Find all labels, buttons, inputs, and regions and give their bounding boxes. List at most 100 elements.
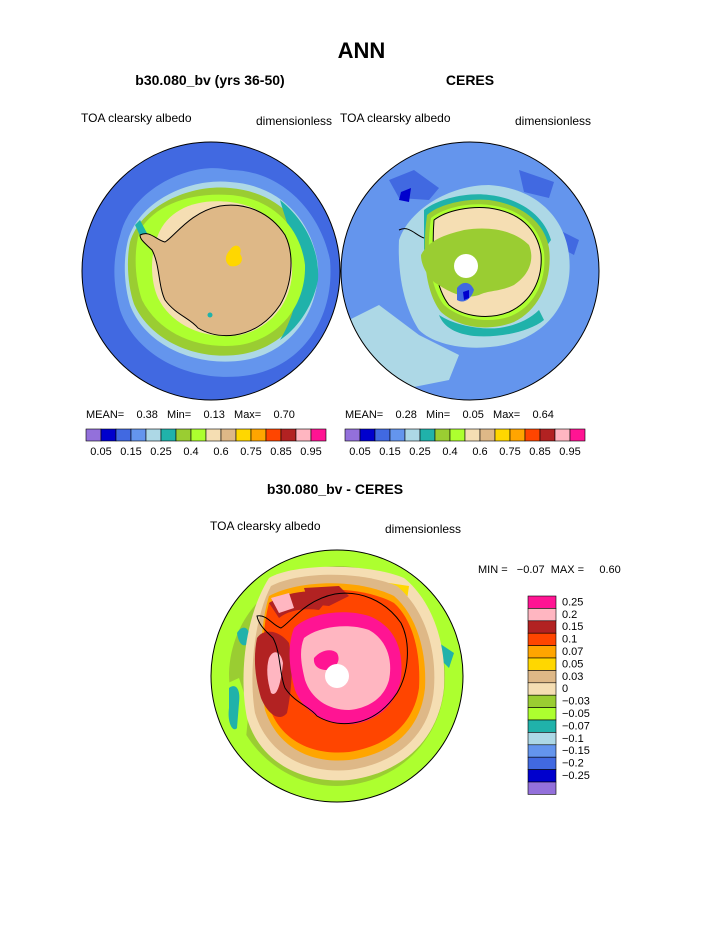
panel3-colorbar-swatch	[527, 719, 557, 733]
panel3-colorbar-swatch	[527, 732, 557, 746]
panel1-colorbar: 0.05 0.15 0.25 0.4 0.6 0.75 0.85 0.95	[85, 428, 327, 458]
panel3-colorbar-swatch	[527, 781, 557, 795]
panel2-colorbar-swatch	[464, 428, 481, 442]
panel2-colorbar-swatch	[374, 428, 391, 442]
panel2-mean-value: 0.28	[395, 409, 417, 421]
panel1-colorbar-swatch	[115, 428, 132, 442]
panel2-colorbar-tick-label: 0.6	[472, 446, 487, 458]
panel1-colorbar-swatch	[100, 428, 117, 442]
panel3-colorbar-swatch	[527, 682, 557, 696]
panel2-colorbar-tick-label: 0.75	[499, 446, 520, 458]
panel3-colorbar-swatch	[527, 756, 557, 770]
panel1-colorbar-swatch	[235, 428, 252, 442]
panel1-colorbar-swatch	[280, 428, 297, 442]
panel2-colorbar-swatch	[569, 428, 586, 442]
panel1-colorbar-swatch	[205, 428, 222, 442]
panel3-colorbar-tick-label: −0.1	[562, 733, 584, 745]
panel2-colorbar-tick-label: 0.15	[379, 446, 400, 458]
panel2-colorbar-swatch	[524, 428, 541, 442]
panel2-colorbar-swatch	[434, 428, 451, 442]
panel1-mean-value: 0.38	[136, 409, 158, 421]
panel3-colorbar-tick-label: 0.07	[562, 646, 583, 658]
panel1-colorbar-swatch	[295, 428, 312, 442]
panel2-colorbar-swatch	[359, 428, 376, 442]
panel1-colorbar-tick-label: 0.75	[240, 446, 261, 458]
main-title: ANN	[337, 38, 386, 63]
panel1-stats: MEAN= 0.38 Min= 0.13 Max= 0.70	[86, 409, 295, 421]
panel3-colorbar-tick-label: −0.03	[562, 696, 590, 708]
panel3-colorbar-swatch	[527, 744, 557, 758]
panel2-colorbar-swatch	[539, 428, 556, 442]
panel1-max-value: 0.70	[273, 409, 295, 421]
panel3-colorbar-tick-label: −0.25	[562, 770, 590, 782]
panel1-map	[81, 141, 341, 401]
panel3-colorbar-tick-label: 0.05	[562, 658, 583, 670]
panel3-colorbar-swatch	[527, 670, 557, 684]
panel1-colorbar-swatch	[160, 428, 177, 442]
panel1-colorbar-tick-label: 0.25	[150, 446, 171, 458]
panel1-colorbar-swatch	[85, 428, 102, 442]
panel2-min-value: 0.05	[462, 409, 484, 421]
panel2-variable-label: TOA clearsky albedo	[340, 111, 451, 125]
panel3-colorbar-tick-label: 0.15	[562, 621, 583, 633]
panel2-colorbar-swatch	[344, 428, 361, 442]
panel1-colorbar-swatch	[220, 428, 237, 442]
panel2-colorbar-tick-label: 0.85	[529, 446, 550, 458]
panel2-colorbar: 0.05 0.15 0.25 0.4 0.6 0.75 0.85 0.95	[344, 428, 586, 458]
panel1-units-label: dimensionless	[256, 114, 333, 128]
panel1-colorbar-tick-label: 0.85	[270, 446, 291, 458]
panel3-colorbar-swatch	[527, 769, 557, 783]
panel2-map	[340, 141, 600, 401]
panel2-colorbar-swatch	[449, 428, 466, 442]
panel2-colorbar-swatch	[404, 428, 421, 442]
panel3-colorbar-swatch	[527, 608, 557, 622]
panel1-variable-label: TOA clearsky albedo	[81, 111, 192, 125]
panel2-colorbar-tick-label: 0.95	[559, 446, 580, 458]
panel1-colorbar-swatch	[250, 428, 267, 442]
panel2-title: CERES	[445, 72, 495, 88]
panel3-colorbar-tick-label: 0.25	[562, 596, 583, 608]
panel1-colorbar-swatch	[145, 428, 162, 442]
panel1-colorbar-tick-label: 0.4	[183, 446, 198, 458]
panel1-colorbar-tick-label: 0.05	[90, 446, 111, 458]
panel2-stats: MEAN= 0.28 Min= 0.05 Max= 0.64	[345, 409, 554, 421]
panel3-colorbar-tick-label: 0.03	[562, 671, 583, 683]
panel2-colorbar-tick-label: 0.25	[409, 446, 430, 458]
panel3-colorbar-tick-label: −0.05	[562, 708, 590, 720]
panel2-colorbar-swatch	[389, 428, 406, 442]
panel1-colorbar-swatch	[175, 428, 192, 442]
panel3-colorbar-swatch	[527, 632, 557, 646]
panel3-colorbar-tick-label: 0.2	[562, 609, 577, 621]
panel1-colorbar-swatch	[130, 428, 147, 442]
panel2-colorbar-swatch	[554, 428, 571, 442]
panel1-title: b30.080_bv (yrs 36-50)	[135, 72, 285, 88]
panel3-units-label: dimensionless	[385, 522, 462, 536]
bottom-title: b30.080_bv - CERES	[266, 481, 404, 497]
panel3-colorbar-swatch	[527, 645, 557, 659]
panel3-colorbar-tick-label: −0.15	[562, 745, 590, 757]
panel1-min-value: 0.13	[203, 409, 225, 421]
panel3-colorbar-swatch	[527, 620, 557, 634]
panel2-colorbar-swatch	[509, 428, 526, 442]
panel3-colorbar-tick-label: 0	[562, 683, 568, 695]
panel2-colorbar-tick-label: 0.4	[442, 446, 457, 458]
panel3-variable-label: TOA clearsky albedo	[210, 519, 321, 533]
panel1-colorbar-tick-label: 0.6	[213, 446, 228, 458]
panel3-colorbar-swatch	[527, 657, 557, 671]
panel3-colorbar-swatch	[527, 707, 557, 721]
panel2-colorbar-swatch	[479, 428, 496, 442]
panel3-colorbar-tick-label: −0.2	[562, 758, 584, 770]
panel1-colorbar-swatch	[265, 428, 282, 442]
panel1-colorbar-swatch	[190, 428, 207, 442]
panel3-colorbar-tick-label: −0.07	[562, 720, 590, 732]
panel1-colorbar-swatch	[310, 428, 327, 442]
panel3-stats: MIN = −0.07 MAX = 0.60	[478, 564, 621, 576]
panel3-map	[210, 549, 464, 803]
panel3-colorbar-swatch	[527, 595, 557, 609]
panel2-colorbar-swatch	[494, 428, 511, 442]
panel1-colorbar-tick-label: 0.15	[120, 446, 141, 458]
panel2-colorbar-swatch	[419, 428, 436, 442]
panel2-colorbar-tick-label: 0.05	[349, 446, 370, 458]
panel1-colorbar-tick-label: 0.95	[300, 446, 321, 458]
panel2-units-label: dimensionless	[515, 114, 592, 128]
